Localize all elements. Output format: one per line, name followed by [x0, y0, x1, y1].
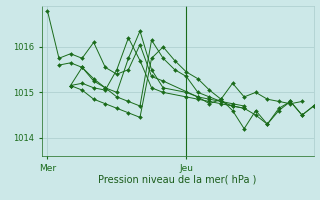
X-axis label: Pression niveau de la mer( hPa ): Pression niveau de la mer( hPa ) — [99, 174, 257, 184]
